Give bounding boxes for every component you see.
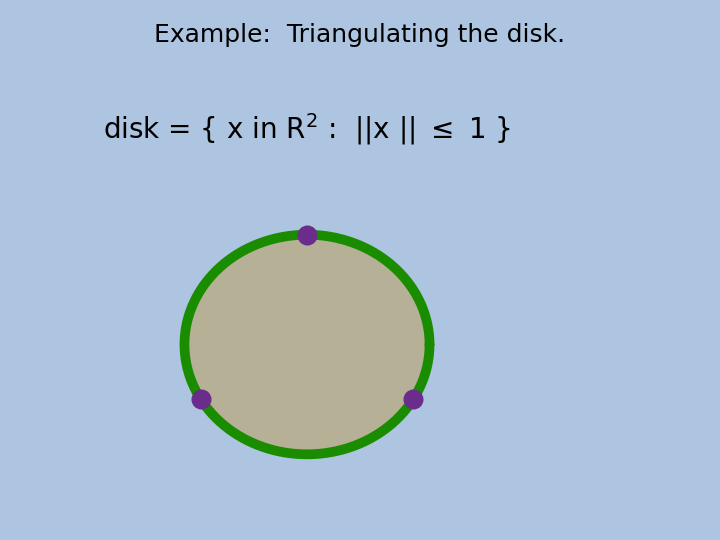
Point	[408, 395, 419, 404]
Text: Example:  Triangulating the disk.: Example: Triangulating the disk.	[154, 23, 566, 47]
Point	[195, 395, 207, 404]
Polygon shape	[184, 235, 430, 454]
Text: disk = { x in R$^2$ :  ||x || $\leq$ 1 }: disk = { x in R$^2$ : ||x || $\leq$ 1 }	[103, 111, 511, 147]
Point	[301, 231, 312, 239]
